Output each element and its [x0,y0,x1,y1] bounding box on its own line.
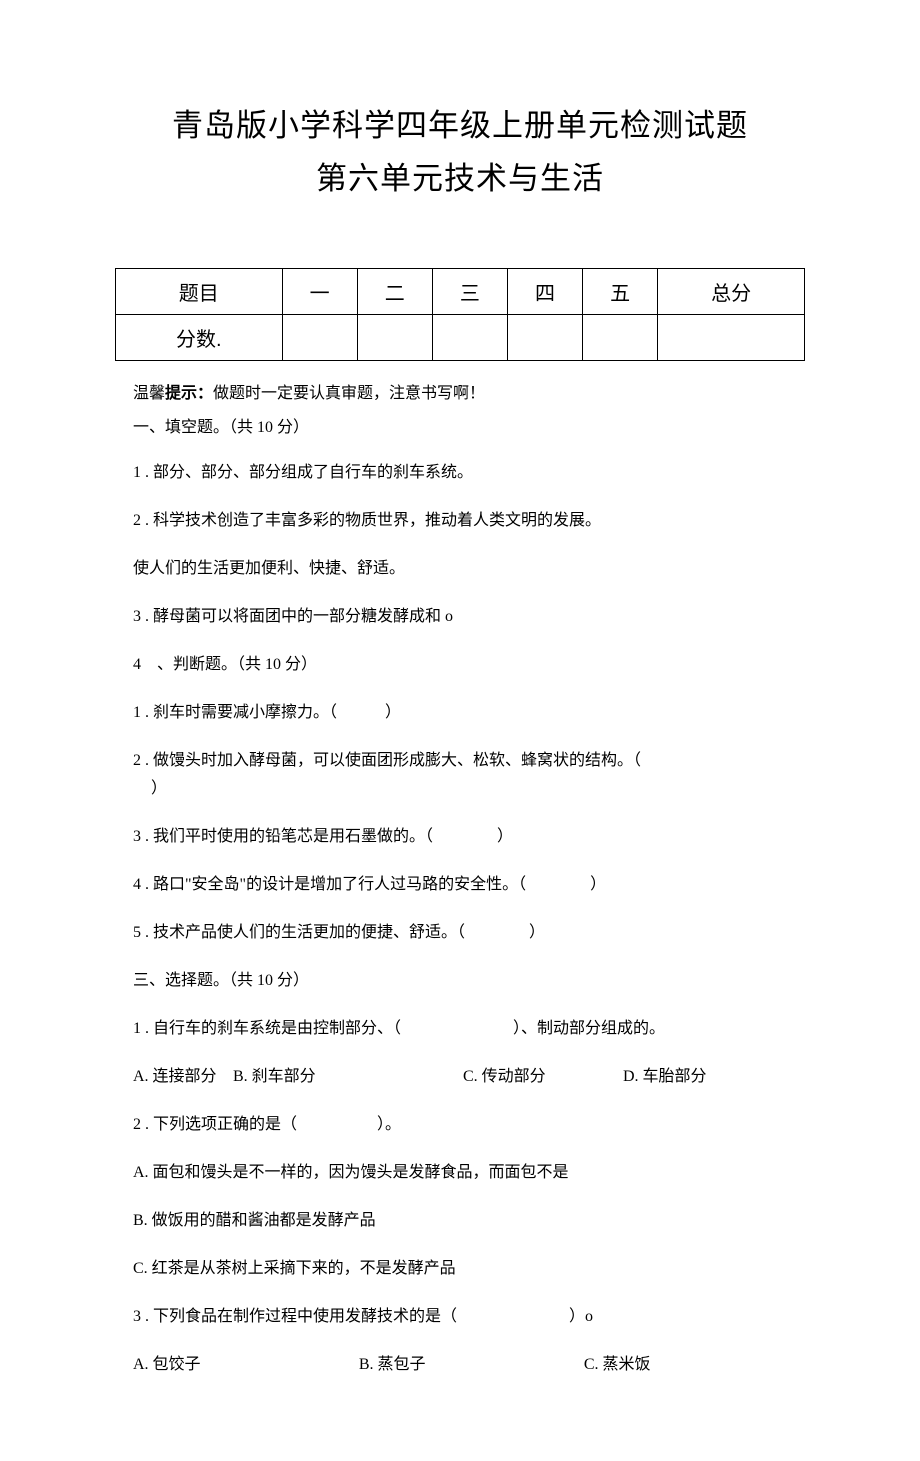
s2-q5: 5 . 技术产品使人们的生活更加的便捷、舒适。（ ） [133,921,805,945]
table-score-cell [583,315,658,361]
s3-q1-opt-d: D. 车胎部分 [623,1065,707,1089]
s3-q1-opt-a: A. 连接部分 [133,1065,233,1089]
table-header-cell: 五 [583,269,658,315]
table-header-cell: 二 [357,269,432,315]
s3-q1-opt-b: B. 刹车部分 [233,1065,463,1089]
s1-q2-line1: 2 . 科学技术创造了丰富多彩的物质世界，推动着人类文明的发展。 [133,509,805,533]
s3-q1: 1 . 自行车的刹车系统是由控制部分、（ ）、制动部分组成的。 [133,1017,805,1041]
table-header-cell: 总分 [658,269,805,315]
s1-q1: 1 . 部分、部分、部分组成了自行车的刹车系统。 [133,461,805,485]
hint-bold: 提示： [165,385,213,402]
table-score-cell [282,315,357,361]
score-table: 题目 一 二 三 四 五 总分 分数. [115,268,805,361]
s2-q2: 2 . 做馒头时加入酵母菌，可以使面团形成膨大、松软、蜂窝状的结构。（ [133,749,805,773]
table-header-cell: 三 [432,269,507,315]
s3-q2-opt-a: A. 面包和馒头是不一样的，因为馒头是发酵食品，而面包不是 [133,1161,805,1185]
table-score-cell [658,315,805,361]
table-score-label-cell: 分数. [116,315,283,361]
document-title-line1: 青岛版小学科学四年级上册单元检测试题 [115,100,805,145]
table-header-cell: 四 [507,269,582,315]
s1-q2-line2: 使人们的生活更加便利、快捷、舒适。 [133,557,805,581]
s1-q3: 3 . 酵母菌可以将面团中的一部分糖发酵成和 o [133,605,805,629]
table-score-cell [507,315,582,361]
s2-q3: 3 . 我们平时使用的铅笔芯是用石墨做的。（ ） [133,825,805,849]
s3-q2-opt-c: C. 红茶是从茶树上采摘下来的，不是发酵产品 [133,1257,805,1281]
table-header-cell: 一 [282,269,357,315]
s2-q1: 1 . 刹车时需要减小摩擦力。（ ） [133,701,805,725]
section1-title: 一、填空题。（共 10 分） [133,413,805,437]
s3-q3-options: A. 包饺子 B. 蒸包子 C. 蒸米饭 [133,1353,651,1377]
table-header-cell: 题目 [116,269,283,315]
section2-title: 4 、判断题。（共 10 分） [133,653,805,677]
hint-text: 做题时一定要认真审题，注意书写啊！ [213,385,485,402]
s2-q2-close: ） [151,777,805,801]
s3-q3-opt-a: A. 包饺子 [133,1353,201,1377]
section3-title: 三、选择题。（共 10 分） [133,969,805,993]
s3-q2-opt-b: B. 做饭用的醋和酱油都是发酵产品 [133,1209,805,1233]
s2-q4: 4 . 路口"安全岛"的设计是增加了行人过马路的安全性。（ ） [133,873,805,897]
hint-line: 温馨提示：做题时一定要认真审题，注意书写啊！ [133,379,805,403]
s3-q2: 2 . 下列选项正确的是（ ）。 [133,1113,805,1137]
hint-prefix: 温馨 [133,385,165,402]
score-table-score-row: 分数. [116,315,805,361]
s3-q3-opt-b: B. 蒸包子 [359,1353,426,1377]
s3-q3-opt-c: C. 蒸米饭 [584,1353,651,1377]
s3-q1-opt-c: C. 传动部分 [463,1065,623,1089]
s3-q1-options: A. 连接部分 B. 刹车部分 C. 传动部分 D. 车胎部分 [133,1065,805,1089]
table-score-cell [432,315,507,361]
document-title-line2: 第六单元技术与生活 [115,153,805,198]
score-table-header-row: 题目 一 二 三 四 五 总分 [116,269,805,315]
table-score-cell [357,315,432,361]
s3-q3: 3 . 下列食品在制作过程中使用发酵技术的是（ ）o [133,1305,805,1329]
